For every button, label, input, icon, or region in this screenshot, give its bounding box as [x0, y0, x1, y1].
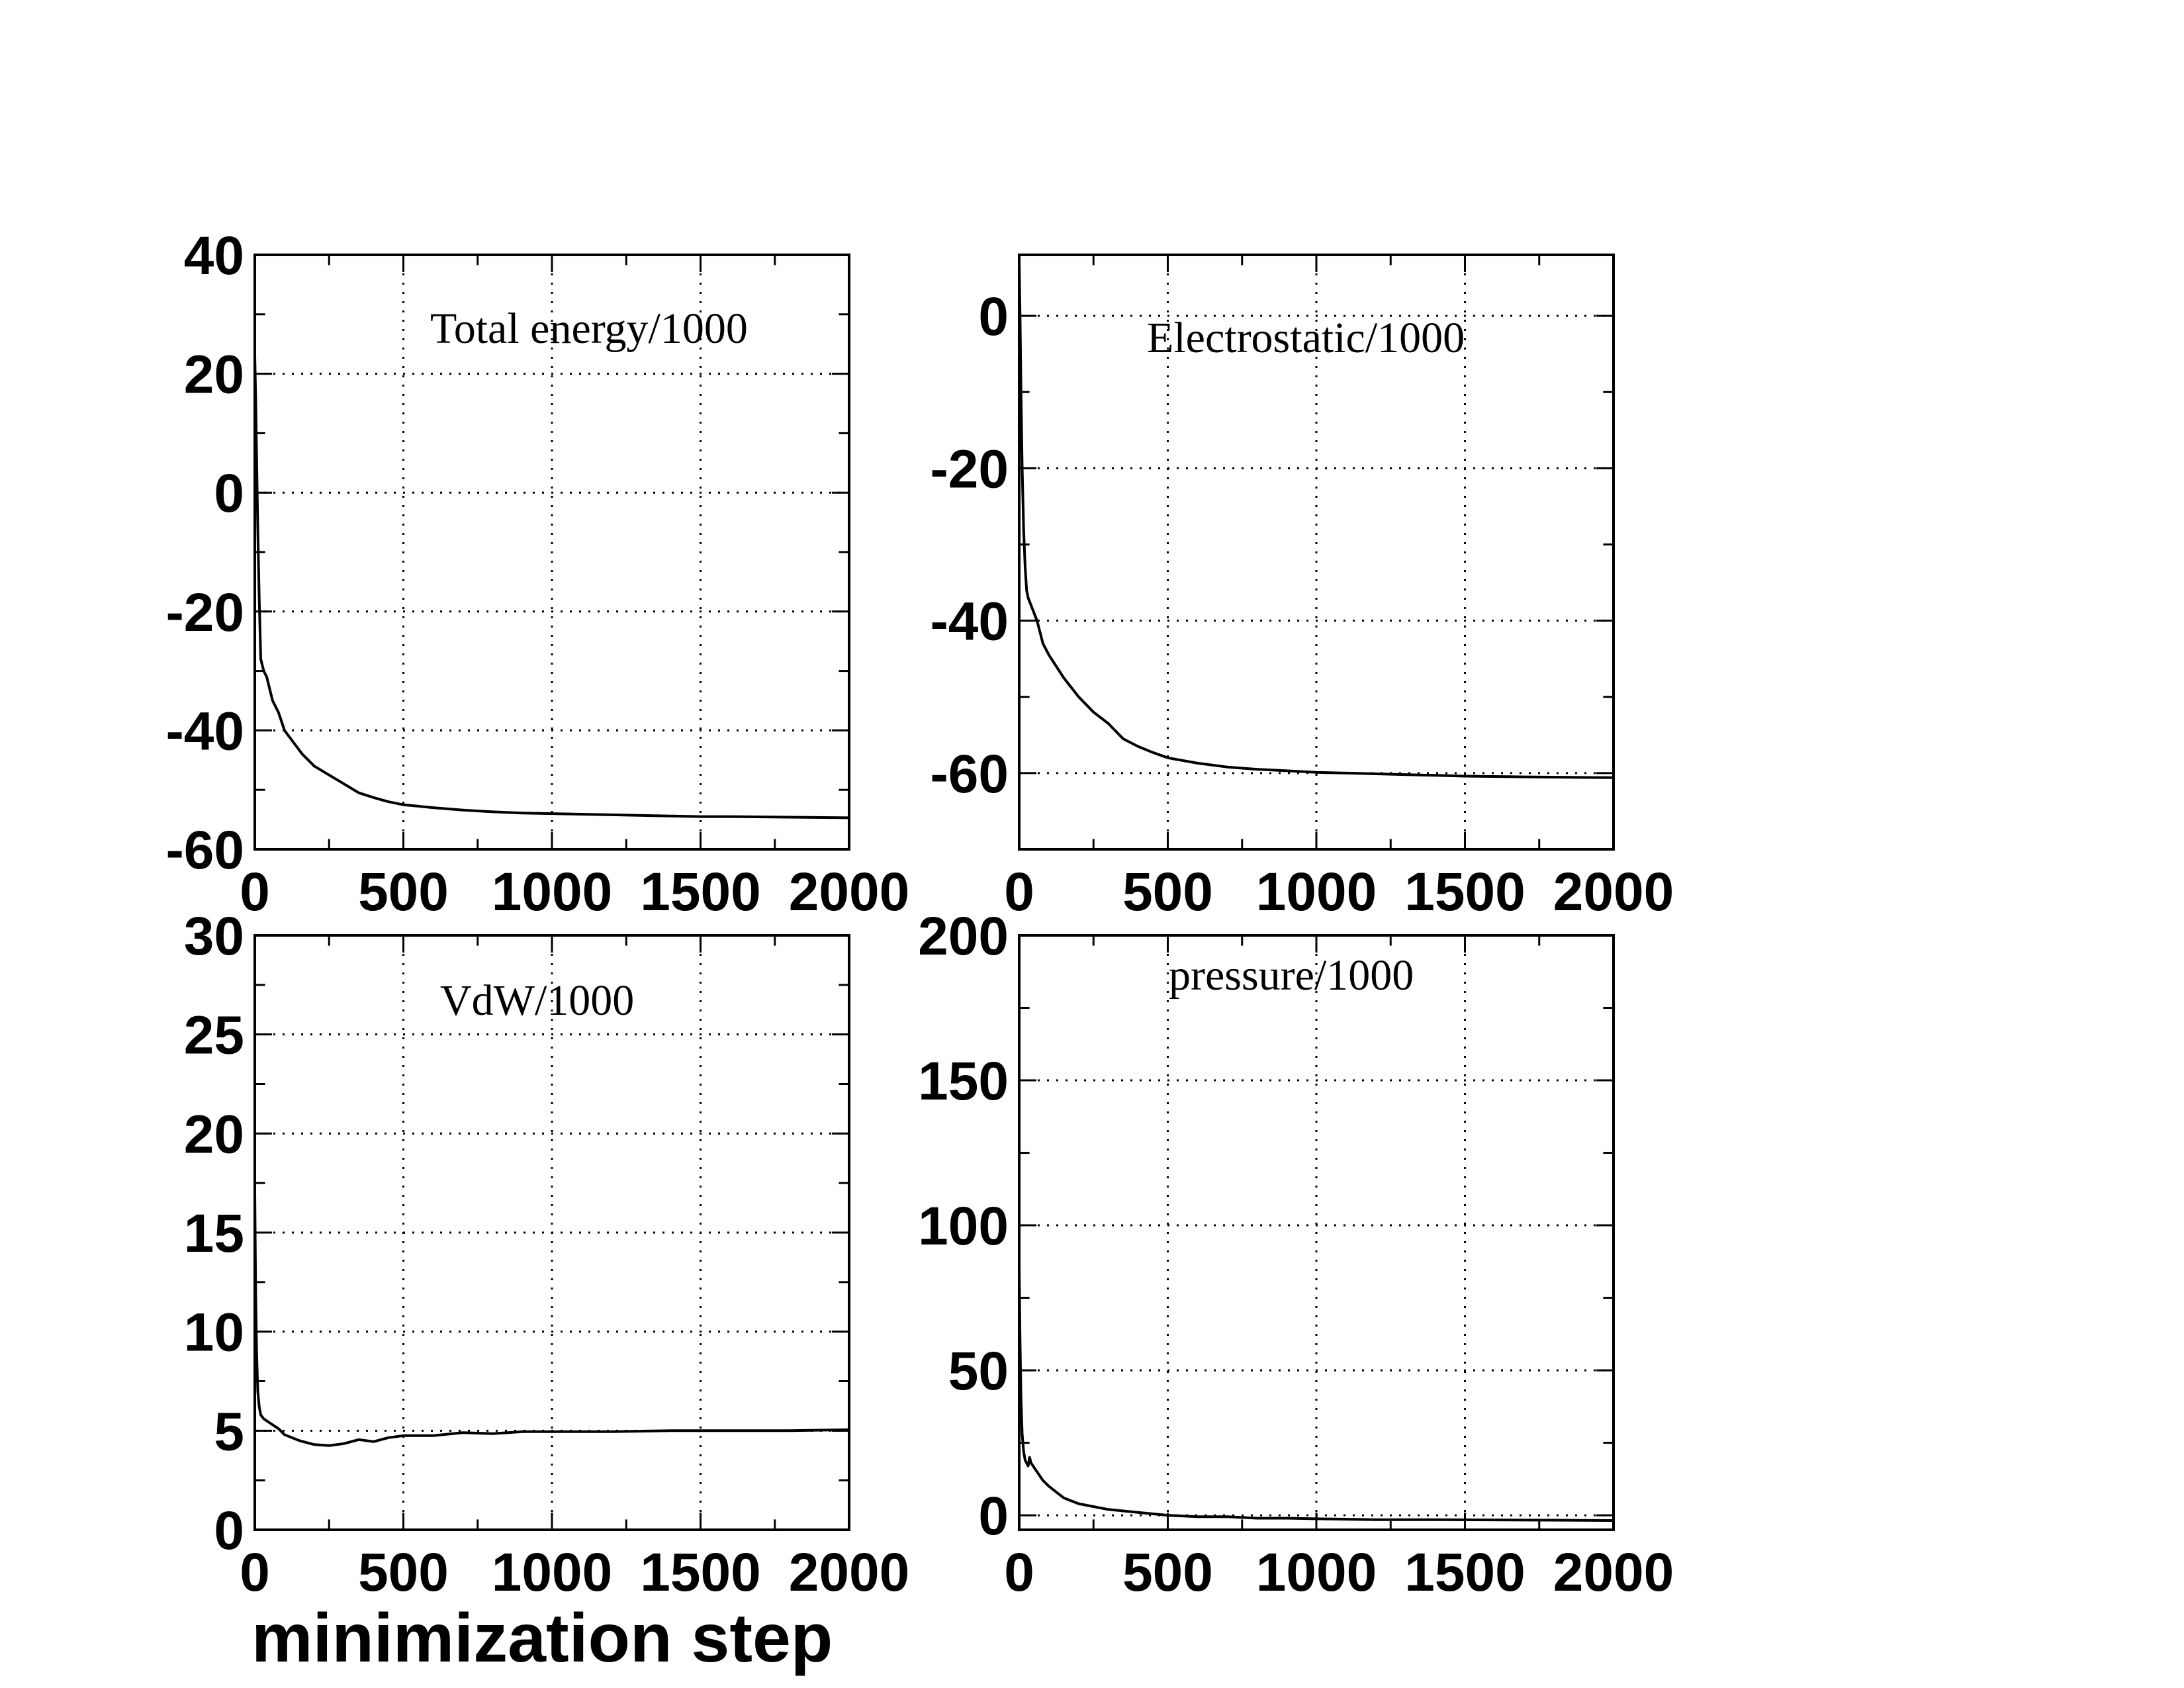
x-tick-label: 1000 [492, 1542, 612, 1603]
x-tick-label: 0 [240, 1542, 270, 1603]
panel-total-energy: 0 500 1000 1500 2000 -60 -40 -20 0 20 40 Total ene… [165, 226, 909, 922]
series-line [253, 1192, 850, 1447]
y-tick-label: 20 [184, 1104, 244, 1164]
y-tick-label: -20 [165, 583, 244, 643]
y-tick-label: 10 [184, 1303, 244, 1363]
x-tick-label: 1500 [1404, 1542, 1525, 1603]
x-tick-label: 1000 [492, 862, 612, 922]
x-tick-label: 2000 [789, 1542, 909, 1603]
x-tick-label: 1500 [640, 862, 760, 922]
x-tick-label: 500 [1122, 862, 1213, 922]
plot-title: VdW/1000 [440, 976, 634, 1025]
y-tick-label: -60 [165, 820, 244, 880]
y-tick-label: 25 [184, 1006, 244, 1066]
y-tick-label: 30 [184, 906, 244, 966]
panel-vdw: 0 500 1000 1500 2000 0 5 10 15 20 25 30 VdW/1000 [184, 906, 909, 1603]
series-line [253, 354, 850, 820]
x-tick-label: 500 [358, 862, 449, 922]
panel-pressure: 0 500 1000 1500 2000 0 50 100 150 200 pressure/10… [918, 906, 1674, 1603]
y-tick-label: 5 [214, 1401, 244, 1462]
y-tick-label: 15 [184, 1203, 244, 1264]
plot-title: pressure/1000 [1169, 951, 1414, 1000]
y-tick-label: 20 [184, 345, 244, 405]
x-tick-label: 2000 [789, 862, 909, 922]
x-tick-label: 0 [1004, 1542, 1034, 1603]
x-tick-label: 500 [358, 1542, 449, 1603]
y-tick-label: 150 [918, 1051, 1009, 1111]
x-tick-label: 2000 [1553, 1542, 1674, 1603]
y-tick-label: -20 [930, 439, 1009, 499]
x-tick-label: 500 [1122, 1542, 1213, 1603]
plot-title: Total energy/1000 [430, 305, 748, 353]
y-tick-label: 0 [214, 463, 244, 524]
plot-title: Electrostatic/1000 [1147, 314, 1465, 362]
y-tick-label: -40 [930, 592, 1009, 652]
y-tick-label: 40 [184, 226, 244, 286]
y-tick-label: 0 [978, 287, 1009, 347]
x-tick-label: 1000 [1256, 862, 1377, 922]
series-line [1018, 1267, 1615, 1522]
y-tick-label: 200 [918, 906, 1009, 966]
series-line [1018, 261, 1615, 779]
y-tick-label: 0 [978, 1486, 1009, 1546]
y-tick-label: 0 [214, 1501, 244, 1561]
y-tick-label: 100 [918, 1196, 1009, 1256]
x-tick-label: 1500 [1404, 862, 1525, 922]
x-tick-label: 2000 [1553, 862, 1674, 922]
x-tick-label: 1000 [1256, 1542, 1377, 1603]
y-tick-label: 50 [948, 1341, 1009, 1401]
x-tick-label: 0 [1004, 862, 1034, 922]
x-tick-label: 0 [240, 862, 270, 922]
x-axis-label: minimization step [251, 1600, 833, 1677]
y-tick-label: -40 [165, 701, 244, 761]
y-tick-label: -60 [930, 744, 1009, 804]
x-tick-label: 1500 [640, 1542, 760, 1603]
panel-electrostatic: 0 500 1000 1500 2000 -60 -40 -20 0 Electrostatic… [930, 254, 1674, 922]
